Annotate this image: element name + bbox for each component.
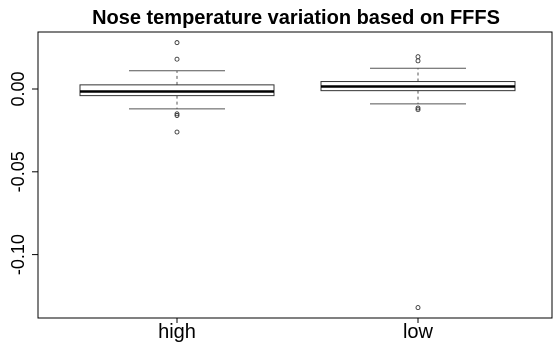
outlier-point	[174, 40, 180, 46]
x-axis-labels: high low	[158, 318, 434, 343]
x-category-label: high	[158, 321, 196, 343]
boxplot-series	[79, 40, 516, 311]
outlier-point	[415, 107, 421, 113]
outlier-point	[415, 305, 421, 311]
y-tick-label: -0.05	[8, 151, 28, 192]
outlier-point	[415, 58, 421, 64]
box-low	[320, 54, 516, 311]
outlier-point	[174, 113, 180, 118]
chart-title: Nose temperature variation based on FFFS	[92, 7, 500, 29]
outlier-point	[415, 54, 421, 60]
box-high	[79, 40, 275, 135]
outlier-point	[174, 56, 180, 62]
y-axis: 0.00 -0.05 -0.10	[8, 71, 38, 275]
outlier-point	[415, 105, 421, 111]
x-category-label: low	[403, 321, 434, 343]
plot-frame	[37, 31, 553, 319]
y-tick-label: 0.00	[8, 71, 28, 106]
y-tick-label: -0.10	[8, 234, 28, 275]
outlier-point	[174, 111, 180, 117]
outlier-point	[174, 129, 180, 135]
